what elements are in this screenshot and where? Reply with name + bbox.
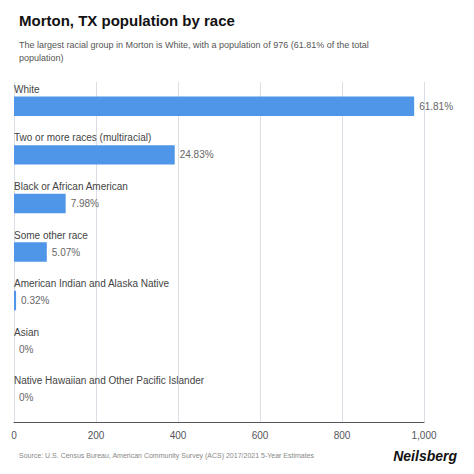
svg-text:White: White xyxy=(14,84,40,95)
svg-text:600: 600 xyxy=(252,430,269,441)
svg-text:Black or African American: Black or African American xyxy=(14,181,128,192)
svg-text:population): population) xyxy=(19,53,64,63)
svg-text:0%: 0% xyxy=(19,392,34,403)
svg-text:0.32%: 0.32% xyxy=(21,295,49,306)
svg-text:Morton, TX population by race: Morton, TX population by race xyxy=(19,12,235,29)
svg-text:Asian: Asian xyxy=(14,327,39,338)
svg-text:Source: U.S. Census Bureau, Am: Source: U.S. Census Bureau, American Com… xyxy=(19,452,315,460)
svg-text:200: 200 xyxy=(88,430,105,441)
svg-text:1,000: 1,000 xyxy=(411,430,436,441)
svg-text:Two or more races (multiracial: Two or more races (multiracial) xyxy=(14,132,151,143)
svg-text:American Indian and Alaska Nat: American Indian and Alaska Native xyxy=(14,278,170,289)
svg-text:The largest racial group in Mo: The largest racial group in Morton is Wh… xyxy=(19,40,369,50)
svg-text:Native Hawaiian and Other Paci: Native Hawaiian and Other Pacific Island… xyxy=(14,375,205,386)
svg-text:Neilsberg: Neilsberg xyxy=(393,448,457,464)
svg-text:0: 0 xyxy=(11,430,17,441)
svg-text:800: 800 xyxy=(334,430,351,441)
svg-text:400: 400 xyxy=(170,430,187,441)
svg-text:5.07%: 5.07% xyxy=(52,247,80,258)
svg-text:Some other race: Some other race xyxy=(14,230,88,241)
svg-text:0%: 0% xyxy=(19,344,34,355)
svg-text:7.98%: 7.98% xyxy=(71,198,99,209)
svg-text:61.81%: 61.81% xyxy=(419,101,453,112)
svg-text:24.83%: 24.83% xyxy=(180,149,214,160)
